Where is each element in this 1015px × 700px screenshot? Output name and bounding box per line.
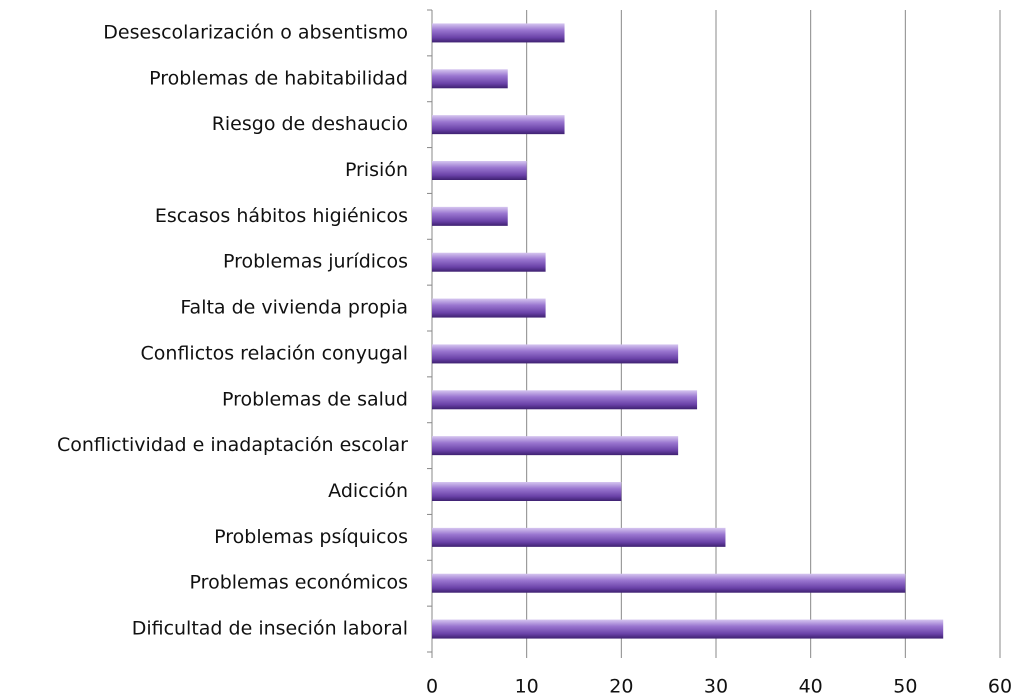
y-tick-label: Escasos hábitos higiénicos xyxy=(155,205,408,227)
x-tick-label: 0 xyxy=(426,676,438,698)
bar xyxy=(432,482,622,501)
y-tick-label: Prisión xyxy=(345,159,408,181)
bar xyxy=(432,436,679,456)
x-tick-label: 50 xyxy=(893,676,917,698)
y-tick-label: Falta de vivienda propia xyxy=(180,297,408,319)
y-tick-label: Desescolarización o absentismo xyxy=(103,21,408,43)
bar xyxy=(432,573,906,593)
y-tick-label: Problemas de habitabilidad xyxy=(149,67,408,89)
x-tick-label: 60 xyxy=(988,676,1012,698)
bar xyxy=(432,390,698,410)
bar xyxy=(432,619,944,639)
x-tick-label: 20 xyxy=(609,676,633,698)
x-tick-label: 30 xyxy=(704,676,728,698)
x-tick-label: 40 xyxy=(799,676,823,698)
bar xyxy=(432,527,726,547)
y-tick-label: Dificultad de inseción laboral xyxy=(132,618,408,640)
bar xyxy=(432,252,546,272)
y-tick-label: Adicción xyxy=(328,480,408,502)
bar xyxy=(432,298,546,318)
y-tick-label: Conflictividad e inadaptación escolar xyxy=(57,434,408,456)
bar xyxy=(432,344,679,364)
bar xyxy=(432,69,508,89)
y-tick-label: Conflictos relación conyugal xyxy=(141,342,408,364)
y-tick-label: Problemas económicos xyxy=(190,572,408,594)
bar xyxy=(432,206,508,226)
y-tick-label: Riesgo de deshaucio xyxy=(212,113,408,135)
y-tick-label: Problemas psíquicos xyxy=(214,526,408,548)
bar xyxy=(432,161,527,180)
bar xyxy=(432,115,565,135)
y-tick-label: Problemas jurídicos xyxy=(223,251,408,273)
y-tick-label: Problemas de salud xyxy=(222,388,408,410)
bar xyxy=(432,23,565,43)
x-tick-label: 10 xyxy=(515,676,539,698)
